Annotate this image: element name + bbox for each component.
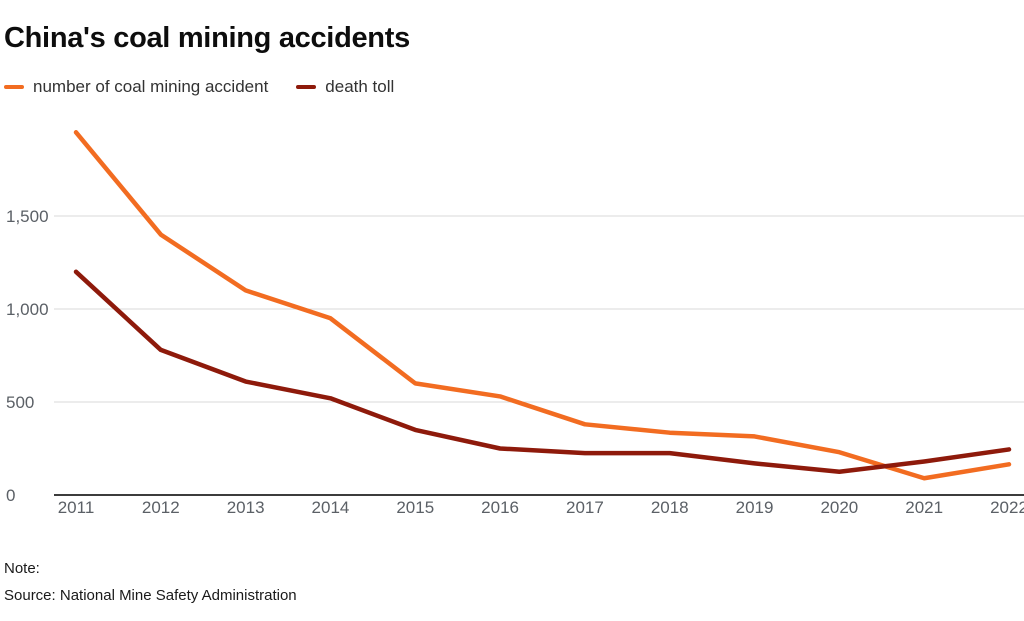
legend-item-accidents: number of coal mining accident	[4, 77, 268, 97]
x-tick-label: 2015	[396, 498, 434, 517]
chart-card: China's coal mining accidents number of …	[4, 22, 1024, 605]
legend-item-death-toll: death toll	[296, 77, 394, 97]
y-tick-label: 1,000	[6, 300, 49, 319]
x-tick-label: 2017	[566, 498, 604, 517]
chart-title: China's coal mining accidents	[4, 22, 410, 54]
death-toll-line	[73, 269, 1012, 474]
x-tick-label: 2020	[820, 498, 858, 517]
x-tick-label: 2013	[227, 498, 265, 517]
x-tick-label: 2012	[142, 498, 180, 517]
chart-footer: Note: Source: National Mine Safety Admin…	[4, 560, 1020, 605]
x-tick-label: 2022	[990, 498, 1024, 517]
legend-label-death-toll: death toll	[325, 77, 395, 96]
number-of-coal-mining-accident-line	[73, 130, 1012, 481]
x-tick-label: 2021	[905, 498, 943, 517]
y-tick-label: 1,500	[6, 207, 49, 226]
x-tick-label: 2014	[312, 498, 350, 517]
x-tick-label: 2011	[58, 498, 95, 517]
note-label: Note:	[4, 560, 40, 577]
x-tick-label: 2016	[481, 498, 519, 517]
source-text: Source: National Mine Safety Administrat…	[4, 587, 297, 605]
y-tick-label: 500	[6, 393, 34, 412]
legend-label-accidents: number of coal mining accident	[33, 77, 269, 96]
legend: number of coal mining accident death tol…	[4, 77, 1020, 97]
accidents-swatch-icon	[4, 85, 24, 89]
x-tick-label: 2018	[651, 498, 689, 517]
line-chart: 0 500 1,000 1,500 2011 2012 2013 2014 2015 2016 20…	[6, 130, 1024, 517]
x-tick-label: 2019	[736, 498, 774, 517]
death-toll-swatch-icon	[296, 85, 317, 89]
y-tick-label: 0	[6, 486, 15, 505]
